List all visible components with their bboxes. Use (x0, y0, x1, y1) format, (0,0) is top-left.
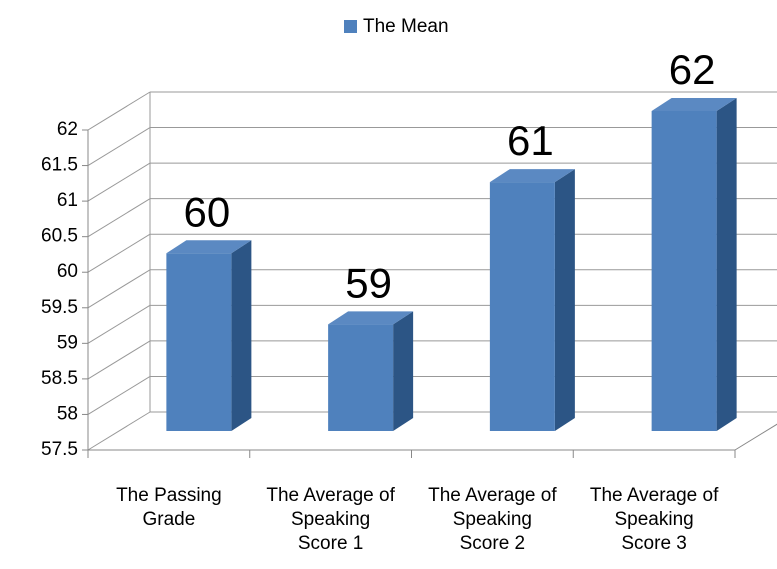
bar-top (166, 240, 252, 254)
bar-side (716, 98, 737, 431)
y-tick-label: 59.5 (41, 297, 78, 318)
bar (651, 111, 717, 431)
grid-line (87, 304, 151, 344)
data-label: 60 (184, 188, 231, 235)
grid-line (87, 269, 151, 309)
grid-line (87, 127, 151, 166)
y-tick-label: 62 (57, 119, 78, 140)
y-tick-label: 58.5 (41, 368, 78, 389)
bar (166, 253, 232, 431)
bar (328, 324, 394, 431)
bar-side (554, 169, 575, 431)
y-tick-label: 59 (57, 332, 78, 353)
y-tick-label: 57.5 (41, 439, 78, 460)
grid-line (87, 233, 151, 273)
data-label: 59 (345, 259, 392, 306)
grid-line (87, 376, 151, 415)
y-tick-label: 61 (57, 190, 78, 211)
y-tick-label: 60.5 (41, 226, 78, 247)
bar-side (393, 311, 414, 431)
bar-top (328, 311, 414, 325)
bar-top (651, 98, 737, 111)
y-tick-label: 60 (57, 261, 78, 282)
grid-line (87, 411, 151, 451)
y-tick-label: 61.5 (41, 155, 78, 176)
data-label: 61 (507, 117, 554, 164)
bar-top (489, 169, 575, 183)
legend-swatch (344, 20, 357, 33)
x-tick-label: The Average of Speaking Score 1 (266, 485, 395, 554)
y-tick-label: 58 (57, 403, 78, 424)
x-tick-label: The Passing Grade (116, 485, 222, 530)
grid-line (87, 91, 151, 131)
bar (489, 182, 555, 431)
legend-label: The Mean (363, 16, 449, 37)
x-tick-label: The Average of Speaking Score 3 (589, 485, 719, 554)
x-tick-label: The Average of Speaking Score 2 (428, 485, 557, 554)
grid-line (87, 198, 151, 238)
grid-line (87, 162, 151, 202)
data-label: 62 (669, 46, 716, 93)
floor-edge (734, 423, 777, 451)
bar-side (231, 240, 252, 431)
grid-line (87, 340, 151, 380)
